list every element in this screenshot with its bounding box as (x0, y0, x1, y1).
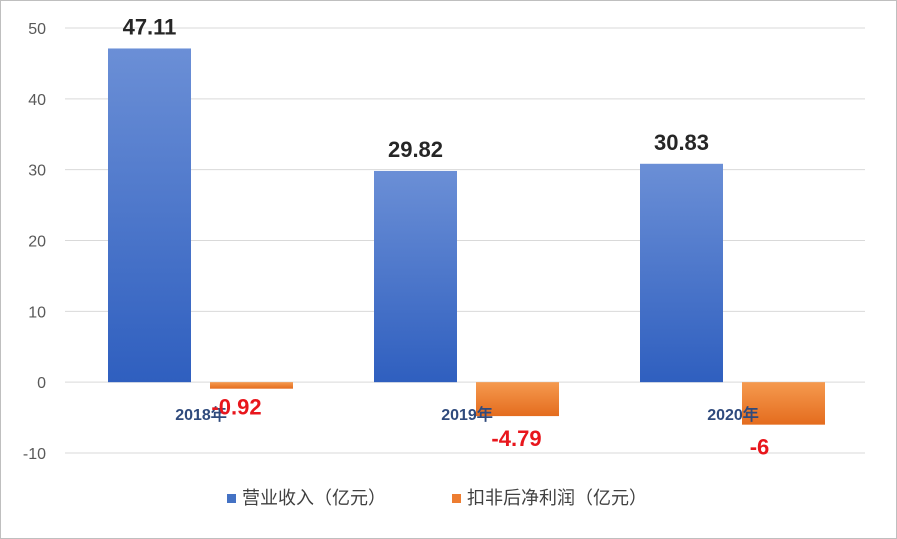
data-label: -6 (750, 435, 770, 460)
y-tick-label: 20 (28, 234, 46, 251)
data-labels: 47.11 -0.92 29.82 -4.79 30.83 -6 (123, 14, 770, 459)
bar-net-profit (476, 382, 559, 417)
x-category-label: 2020年 (707, 405, 759, 424)
legend-swatch (227, 494, 236, 503)
category-labels: 2018年 2019年 2020年 (175, 405, 759, 424)
y-axis-ticks: 50 40 30 20 10 0 -10 (23, 21, 46, 463)
x-category-label: 2019年 (441, 405, 493, 424)
bar-revenue (108, 48, 191, 383)
x-category-label: 2018年 (175, 405, 227, 424)
legend: 营业收入（亿元） 扣非后净利润（亿元） (227, 488, 647, 508)
bar-revenue (640, 163, 723, 383)
gridlines (65, 27, 865, 454)
y-tick-label: 10 (28, 304, 46, 321)
legend-swatch (452, 494, 461, 503)
legend-label: 扣非后净利润（亿元） (467, 488, 647, 508)
y-tick-label: 40 (28, 92, 46, 109)
data-label: -0.92 (211, 395, 261, 420)
y-tick-label: 30 (28, 163, 46, 180)
data-label: 30.83 (654, 130, 709, 155)
y-tick-label: 0 (37, 375, 46, 392)
data-label: 47.11 (123, 14, 177, 39)
bar-net-profit (742, 382, 825, 425)
data-label: 29.82 (388, 137, 443, 162)
bar-revenue (374, 170, 457, 383)
bar-net-profit (210, 382, 293, 389)
data-label: -4.79 (491, 426, 541, 451)
bars (108, 48, 825, 425)
y-tick-label: -10 (23, 446, 46, 463)
y-tick-label: 50 (28, 21, 46, 38)
legend-label: 营业收入（亿元） (242, 488, 386, 508)
